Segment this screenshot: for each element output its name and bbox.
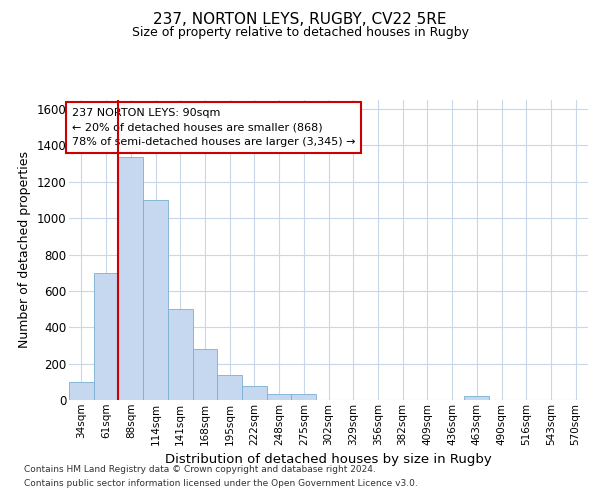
Bar <box>464 396 489 400</box>
Bar <box>292 394 316 400</box>
X-axis label: Distribution of detached houses by size in Rugby: Distribution of detached houses by size … <box>165 453 492 466</box>
Bar <box>217 374 242 400</box>
Bar <box>143 200 168 400</box>
Bar <box>267 394 292 400</box>
Text: Contains public sector information licensed under the Open Government Licence v3: Contains public sector information licen… <box>24 479 418 488</box>
Text: 237, NORTON LEYS, RUGBY, CV22 5RE: 237, NORTON LEYS, RUGBY, CV22 5RE <box>153 12 447 28</box>
Text: Contains HM Land Registry data © Crown copyright and database right 2024.: Contains HM Land Registry data © Crown c… <box>24 466 376 474</box>
Text: Size of property relative to detached houses in Rugby: Size of property relative to detached ho… <box>131 26 469 39</box>
Bar <box>69 382 94 400</box>
Y-axis label: Number of detached properties: Number of detached properties <box>18 152 31 348</box>
Bar <box>118 158 143 400</box>
Bar <box>168 309 193 400</box>
Bar <box>193 349 217 400</box>
Bar <box>242 386 267 400</box>
Text: 237 NORTON LEYS: 90sqm
← 20% of detached houses are smaller (868)
78% of semi-de: 237 NORTON LEYS: 90sqm ← 20% of detached… <box>71 108 355 147</box>
Bar <box>94 272 118 400</box>
